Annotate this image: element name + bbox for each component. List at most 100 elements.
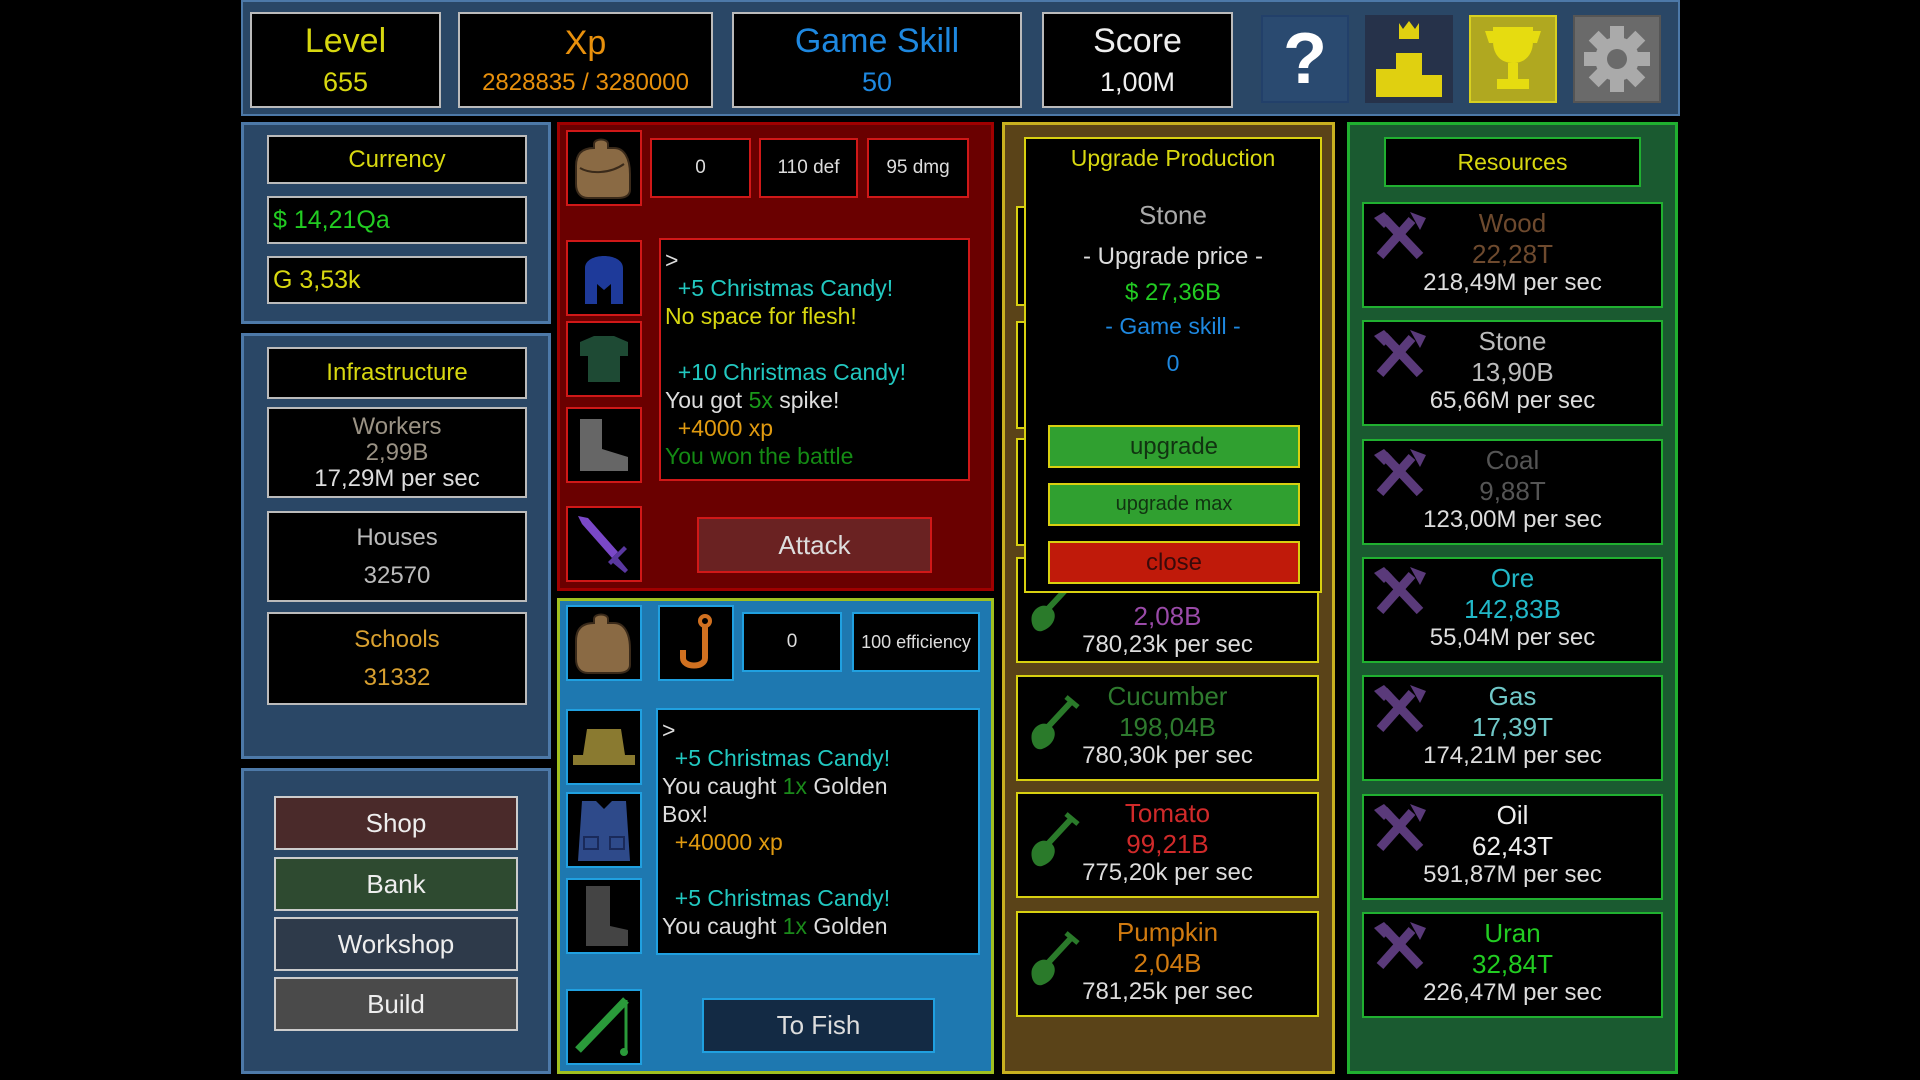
- item-name: Gas: [1488, 681, 1537, 712]
- item-name: Stone: [1478, 326, 1547, 357]
- item-rate: 591,87M per sec: [1423, 860, 1602, 888]
- battle-bag-slot[interactable]: [566, 130, 642, 206]
- resource-item[interactable]: Wood 22,28T 218,49M per sec: [1362, 202, 1663, 308]
- item-rate: 174,21M per sec: [1423, 742, 1602, 770]
- tools-icon: [1374, 566, 1426, 614]
- farm-item[interactable]: Cucumber 198,04B 780,30k per sec: [1016, 675, 1319, 781]
- log-line: You caught 1x Golden: [662, 772, 974, 800]
- log-text: +4000 xp: [665, 415, 774, 441]
- tools-icon: [1374, 685, 1426, 733]
- resource-item[interactable]: Oil 62,43T 591,87M per sec: [1362, 793, 1663, 900]
- upgrade-max-button[interactable]: upgrade max: [1048, 483, 1300, 526]
- fishing-rod-icon: [575, 997, 629, 1056]
- log-line: You got 5x spike!: [665, 386, 964, 414]
- fishing-stat-efficiency: 100 efficiency: [852, 612, 980, 672]
- workers-card[interactable]: Workers 2,99B 17,29M per sec: [267, 407, 527, 498]
- fishing-boots-slot[interactable]: [566, 878, 642, 954]
- bank-button[interactable]: Bank: [274, 857, 518, 911]
- boots-slot[interactable]: [566, 407, 642, 483]
- settings-button[interactable]: [1573, 15, 1661, 103]
- item-name: Wood: [1478, 208, 1547, 238]
- log-text: 5x: [748, 387, 773, 413]
- resource-item[interactable]: Coal 9,88T 123,00M per sec: [1362, 438, 1663, 545]
- log-text: +10 Christmas Candy!: [665, 359, 906, 385]
- game-skill-label: - Game skill -: [1105, 313, 1241, 339]
- upgrade-button[interactable]: upgrade: [1048, 425, 1300, 468]
- item-amount: 32,84T: [1472, 948, 1553, 979]
- trophy-icon: [1485, 27, 1541, 89]
- leaderboard-button[interactable]: [1365, 15, 1453, 103]
- log-line: +4000 xp: [665, 414, 964, 442]
- resource-item[interactable]: Uran 32,84T 226,47M per sec: [1362, 911, 1663, 1018]
- workshop-button[interactable]: Workshop: [274, 917, 518, 971]
- weapon-slot[interactable]: [566, 506, 642, 582]
- tools-icon: [1374, 921, 1426, 969]
- helmet-slot[interactable]: [566, 240, 642, 316]
- log-line: [662, 856, 974, 884]
- tools-icon: [1374, 448, 1426, 496]
- item-name: Pumpkin: [1116, 917, 1219, 947]
- level-display: Level 655: [250, 12, 441, 108]
- resource-item[interactable]: Gas 17,39T 174,21M per sec: [1362, 675, 1663, 782]
- armor-slot[interactable]: [566, 321, 642, 397]
- hat-slot[interactable]: [566, 709, 642, 785]
- workers-label: Workers: [352, 412, 442, 440]
- log-text: Golden: [806, 773, 888, 799]
- tools-icon: [1374, 803, 1426, 851]
- log-text: No space for flesh!: [665, 303, 857, 329]
- battle-log: > +5 Christmas Candy! No space for flesh!…: [659, 238, 970, 481]
- score-display: Score 1,00M: [1042, 12, 1233, 108]
- log-line: >: [662, 716, 974, 744]
- item-name: Cucumber: [1107, 681, 1228, 711]
- leaderboard-podium-icon: [1376, 21, 1442, 97]
- hook-slot[interactable]: [658, 605, 734, 681]
- houses-card[interactable]: Houses 32570: [267, 511, 527, 602]
- fishing-hook-icon: [680, 614, 712, 669]
- shovel-icon: [1031, 931, 1080, 986]
- item-amount: 17,39T: [1472, 712, 1553, 743]
- level-value: 655: [322, 67, 369, 97]
- game-skill-label: Game Skill: [794, 22, 960, 60]
- to-fish-button[interactable]: To Fish: [702, 998, 935, 1053]
- shop-button[interactable]: Shop: [274, 796, 518, 850]
- log-text: [665, 331, 671, 357]
- shirt-icon: [580, 336, 628, 382]
- question-icon: ?: [1283, 19, 1327, 99]
- log-text: You caught: [662, 913, 783, 939]
- fishing-bag-slot[interactable]: [566, 605, 642, 681]
- farm-item[interactable]: Tomato 99,21B 775,20k per sec: [1016, 792, 1319, 898]
- resources-title: Resources: [1384, 137, 1641, 187]
- item-rate: 218,49M per sec: [1423, 269, 1602, 296]
- battle-stat-count: 0: [650, 138, 751, 198]
- fishing-log: > +5 Christmas Candy! You caught 1x Golde…: [656, 708, 980, 955]
- item-rate: 65,66M per sec: [1429, 387, 1596, 415]
- resource-item[interactable]: Stone 13,90B 65,66M per sec: [1362, 320, 1663, 427]
- battle-stat-defense: 110 def: [759, 138, 858, 198]
- item-amount: 22,28T: [1472, 239, 1553, 269]
- log-text: [662, 857, 668, 883]
- item-name: Oil: [1496, 799, 1529, 830]
- log-line: Box!: [662, 800, 974, 828]
- schools-card[interactable]: Schools 31332: [267, 612, 527, 705]
- build-button[interactable]: Build: [274, 977, 518, 1031]
- achievements-button[interactable]: [1469, 15, 1557, 103]
- close-button[interactable]: close: [1048, 541, 1300, 584]
- vest-slot[interactable]: [566, 792, 642, 868]
- gold-value: G 3,53k: [267, 256, 527, 304]
- houses-value: 32570: [363, 561, 431, 589]
- item-amount: 2,08B: [1133, 601, 1202, 631]
- tools-icon: [1374, 212, 1426, 260]
- item-amount: 9,88T: [1479, 475, 1546, 506]
- rod-slot[interactable]: [566, 989, 642, 1065]
- resource-item[interactable]: Ore 142,83B 55,04M per sec: [1362, 556, 1663, 663]
- log-line: +40000 xp: [662, 828, 974, 856]
- farm-item[interactable]: Pumpkin 2,04B 781,25k per sec: [1016, 911, 1319, 1017]
- attack-button[interactable]: Attack: [697, 517, 932, 573]
- item-name: Ore: [1490, 562, 1535, 593]
- upgrade-price-label: - Upgrade price -: [1082, 243, 1264, 270]
- item-rate: 55,04M per sec: [1429, 623, 1596, 651]
- help-button[interactable]: ?: [1261, 15, 1349, 103]
- item-amount: 99,21B: [1126, 829, 1209, 859]
- xp-label: Xp: [564, 23, 607, 62]
- log-line: [665, 330, 964, 358]
